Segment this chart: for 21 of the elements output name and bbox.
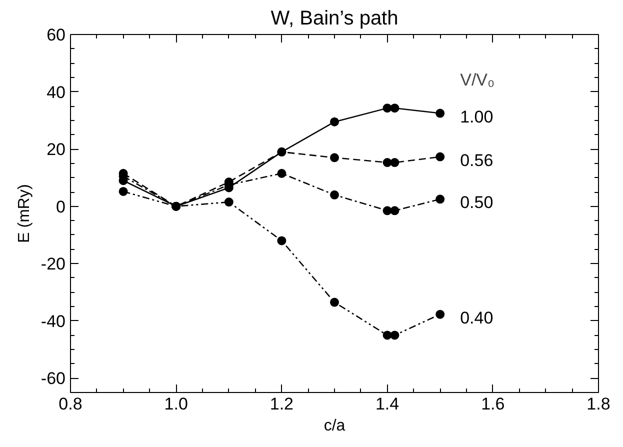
y-axis-title: E (mRy) <box>16 184 33 243</box>
x-tick-label: 1.2 <box>270 394 294 414</box>
series-label: 1.00 <box>460 107 494 126</box>
y-tick-label: 60 <box>46 26 66 44</box>
x-tick-label: 1.6 <box>481 394 505 414</box>
y-tick-label: -40 <box>40 312 66 331</box>
series-label: 0.50 <box>460 193 494 212</box>
chart-title: W, Bain’s path <box>270 8 398 30</box>
series-label: 0.56 <box>460 150 494 170</box>
y-tick-label: -20 <box>40 254 66 274</box>
x-tick-label: 1.8 <box>586 394 610 414</box>
y-tick-label: 0 <box>56 197 66 216</box>
y-tick-label: 20 <box>46 140 66 160</box>
x-axis-title: c/a <box>324 418 346 434</box>
legend-title: V/V₀ <box>460 70 495 90</box>
x-tick-label: 0.8 <box>58 394 82 414</box>
y-tick-label: -60 <box>40 369 66 388</box>
series-label: 0.40 <box>460 308 494 328</box>
x-tick-label: 1.4 <box>375 394 400 414</box>
y-tick-label: 40 <box>46 82 66 102</box>
x-tick-label: 1.0 <box>164 394 188 414</box>
